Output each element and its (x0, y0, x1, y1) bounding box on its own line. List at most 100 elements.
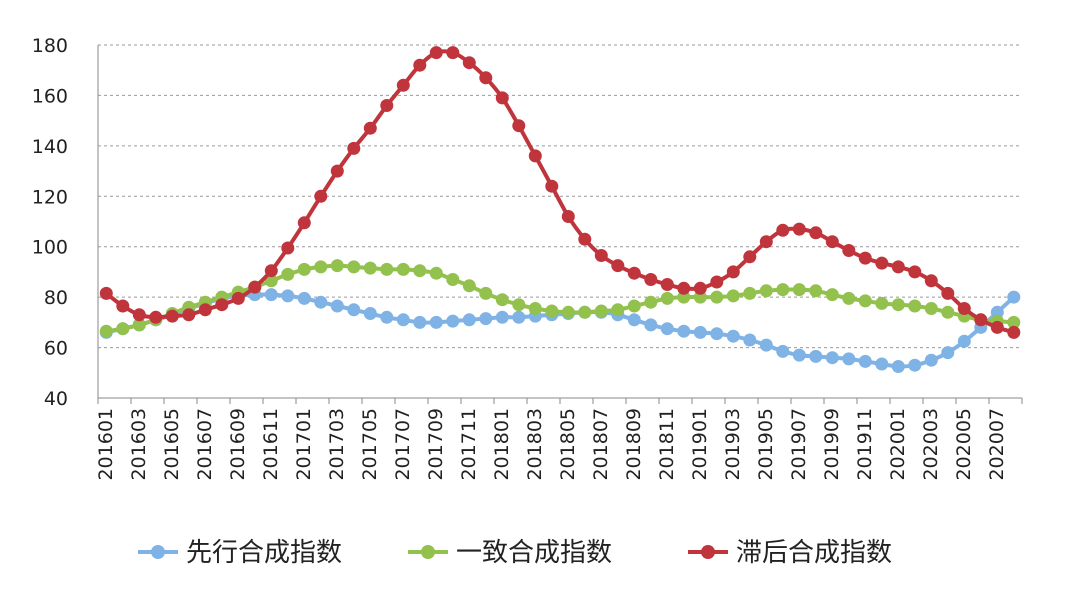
x-tick-label: 201605 (161, 408, 183, 481)
x-tick-label: 201709 (425, 408, 447, 481)
data-point (297, 216, 311, 230)
x-tick-label: 201701 (293, 408, 315, 481)
data-point (858, 294, 872, 308)
data-point (429, 266, 443, 280)
data-point (759, 235, 773, 249)
data-point (957, 302, 971, 315)
data-point (165, 309, 179, 323)
data-point (380, 99, 394, 112)
x-tick-label: 201901 (689, 408, 711, 481)
data-point (297, 262, 311, 276)
data-point (627, 313, 641, 327)
data-point (132, 308, 146, 322)
data-point (363, 121, 377, 135)
data-point (693, 281, 707, 295)
data-point (941, 305, 955, 319)
data-point (413, 58, 427, 72)
data-point (924, 302, 938, 315)
axes: 40 60 80 100 120 140 160 180 201601 201603 201605 2… (32, 35, 1023, 481)
data-point (710, 290, 724, 304)
data-point (281, 267, 295, 281)
data-point (677, 324, 691, 338)
x-tick-label: 201707 (392, 408, 414, 481)
data-point (314, 189, 328, 203)
legend-swatch-marker (701, 545, 715, 559)
data-point (743, 286, 757, 300)
data-point (990, 320, 1004, 334)
data-point (479, 312, 493, 326)
data-point (809, 226, 823, 240)
data-point (578, 305, 592, 319)
data-point (908, 265, 922, 279)
data-point (858, 251, 872, 265)
data-point (726, 289, 740, 303)
data-point (1007, 290, 1021, 304)
data-point (594, 304, 608, 318)
data-point (495, 91, 509, 105)
data-point (545, 179, 559, 193)
y-tick-label: 120 (32, 186, 68, 208)
x-tick-label: 201811 (656, 408, 678, 481)
data-point (660, 278, 674, 291)
x-tick-label: 202007 (986, 408, 1008, 481)
data-point (396, 78, 410, 92)
y-tick-label: 140 (32, 136, 68, 158)
x-tick-label: 201601 (95, 408, 117, 481)
data-point (858, 354, 872, 368)
data-point (116, 322, 130, 336)
data-point (792, 222, 806, 236)
data-point (479, 71, 493, 85)
x-tick-label: 201603 (128, 408, 150, 481)
legend-item-1: 先行合成指数 (138, 538, 342, 568)
legend-item-3: 滞后合成指数 (688, 538, 892, 568)
data-point (495, 293, 509, 307)
data-point (330, 259, 344, 273)
data-point (380, 262, 394, 276)
data-point (660, 291, 674, 305)
data-point (660, 322, 674, 336)
y-tick-label: 40 (44, 388, 68, 410)
series-3 (99, 46, 1021, 339)
data-point (792, 348, 806, 362)
data-point (809, 284, 823, 298)
data-point (842, 244, 856, 257)
data-point (396, 313, 410, 327)
x-tick-label: 201611 (260, 408, 282, 481)
data-point (314, 260, 328, 274)
data-point (528, 149, 542, 163)
x-tick-label: 201607 (194, 408, 216, 481)
data-point (924, 353, 938, 367)
legend-label: 一致合成指数 (456, 538, 612, 568)
data-point (479, 286, 493, 300)
data-point (446, 46, 460, 60)
y-tick-label: 100 (32, 237, 68, 259)
x-tick-label: 201803 (524, 408, 546, 481)
x-tick-label: 201703 (326, 408, 348, 481)
data-point (561, 305, 575, 319)
x-tick-label: 202001 (887, 408, 909, 481)
data-point (825, 288, 839, 302)
y-tick-label: 80 (44, 287, 68, 309)
y-tick-label: 160 (32, 85, 68, 107)
data-point (644, 273, 658, 286)
data-point (330, 299, 344, 313)
data-point (611, 303, 625, 317)
data-point (446, 273, 460, 286)
data-point (281, 289, 295, 303)
data-point (413, 264, 427, 278)
data-point (743, 250, 757, 264)
data-point (891, 298, 905, 312)
data-point (776, 344, 790, 358)
legend: 先行合成指数 一致合成指数 滞后合成指数 (138, 538, 892, 568)
data-point (462, 56, 476, 70)
data-point (842, 291, 856, 305)
data-point (759, 284, 773, 298)
legend-label: 先行合成指数 (186, 538, 342, 568)
data-point (462, 313, 476, 327)
y-tick-label: 180 (32, 35, 68, 57)
data-point (446, 314, 460, 328)
data-point (363, 261, 377, 275)
data-point (215, 298, 229, 312)
